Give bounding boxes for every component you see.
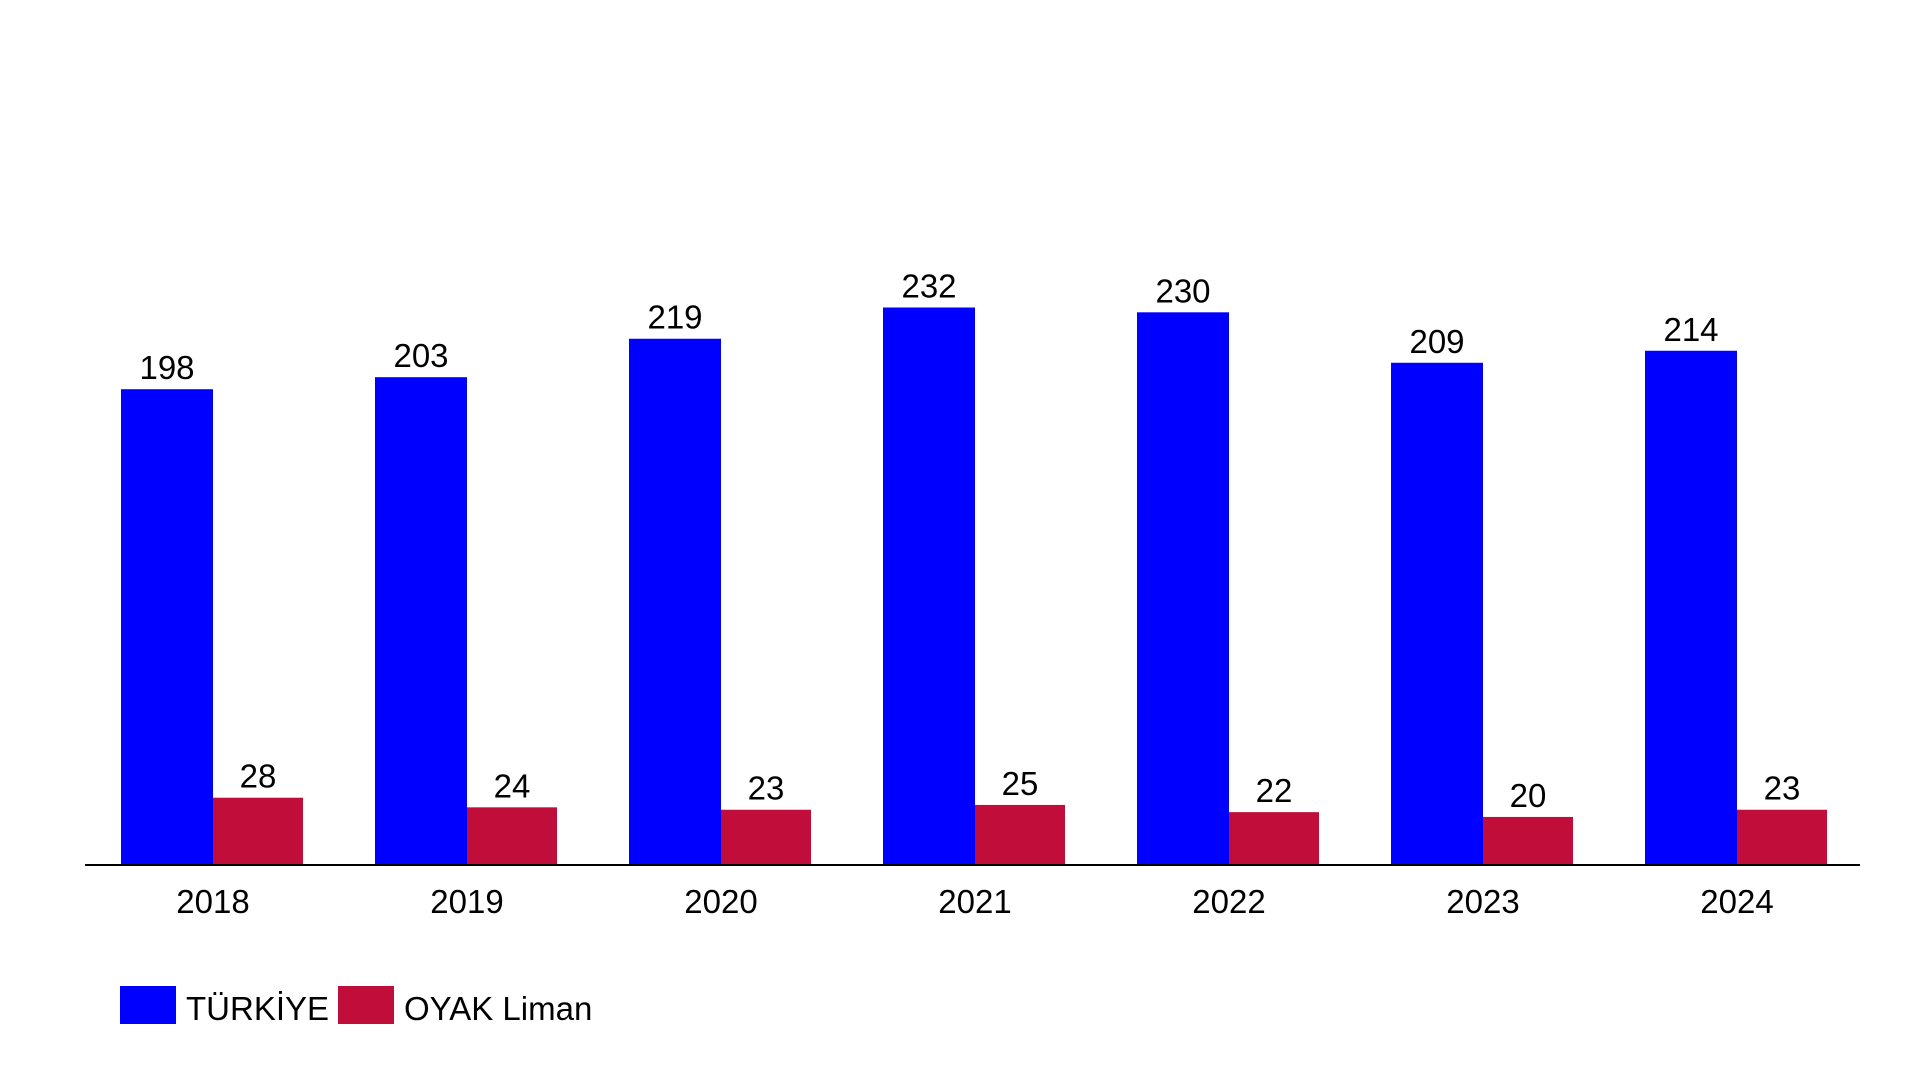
- data-label-oyak-liman-2024: 23: [1764, 770, 1801, 807]
- data-label-turkiye-2023: 209: [1409, 323, 1464, 360]
- bar-turkiye-2021: [883, 307, 975, 865]
- x-tick-label-2021: 2021: [938, 883, 1011, 920]
- data-label-oyak-liman-2018: 28: [240, 758, 277, 795]
- x-tick-label-2022: 2022: [1192, 883, 1265, 920]
- legend-swatch-oyak-liman: [338, 986, 394, 1024]
- data-label-oyak-liman-2021: 25: [1002, 765, 1039, 802]
- data-labels-layer: 198 28 203 24 219 23 232 25 230 22 209 20 214 23: [139, 268, 1800, 814]
- data-label-turkiye-2024: 214: [1663, 311, 1718, 348]
- data-label-turkiye-2018: 198: [139, 349, 194, 386]
- data-label-oyak-liman-2019: 24: [494, 767, 531, 804]
- bar-oyak-liman-2024: [1737, 809, 1827, 865]
- x-tick-label-2019: 2019: [430, 883, 503, 920]
- legend: TÜRKİYE OYAK Liman: [120, 986, 592, 1027]
- x-tick-label-2020: 2020: [684, 883, 757, 920]
- bar-turkiye-2024: [1645, 350, 1737, 865]
- legend-label-turkiye: TÜRKİYE: [186, 990, 329, 1027]
- bar-oyak-liman-2022: [1229, 812, 1319, 865]
- x-tick-label-2023: 2023: [1446, 883, 1519, 920]
- bar-oyak-liman-2023: [1483, 816, 1573, 865]
- bar-oyak-liman-2021: [975, 804, 1065, 865]
- bar-turkiye-2019: [375, 377, 467, 865]
- data-label-turkiye-2021: 232: [901, 268, 956, 305]
- x-tick-label-2024: 2024: [1700, 883, 1773, 920]
- data-label-oyak-liman-2020: 23: [748, 770, 785, 807]
- bar-turkiye-2018: [121, 389, 213, 865]
- data-label-turkiye-2019: 203: [393, 337, 448, 374]
- x-tick-label-2018: 2018: [176, 883, 249, 920]
- bars-layer: [121, 307, 1827, 865]
- legend-swatch-turkiye: [120, 986, 176, 1024]
- bar-oyak-liman-2019: [467, 807, 557, 865]
- bar-oyak-liman-2018: [213, 797, 303, 865]
- bar-turkiye-2022: [1137, 312, 1229, 865]
- data-label-turkiye-2022: 230: [1155, 272, 1210, 309]
- bar-turkiye-2023: [1391, 362, 1483, 865]
- data-label-oyak-liman-2022: 22: [1256, 772, 1293, 809]
- data-label-turkiye-2020: 219: [647, 299, 702, 336]
- legend-label-oyak-liman: OYAK Liman: [404, 990, 592, 1027]
- bar-turkiye-2020: [629, 338, 721, 865]
- x-tick-labels: 2018 2019 2020 2021 2022 2023 2024: [176, 883, 1773, 920]
- data-label-oyak-liman-2023: 20: [1510, 777, 1547, 814]
- bar-oyak-liman-2020: [721, 809, 811, 865]
